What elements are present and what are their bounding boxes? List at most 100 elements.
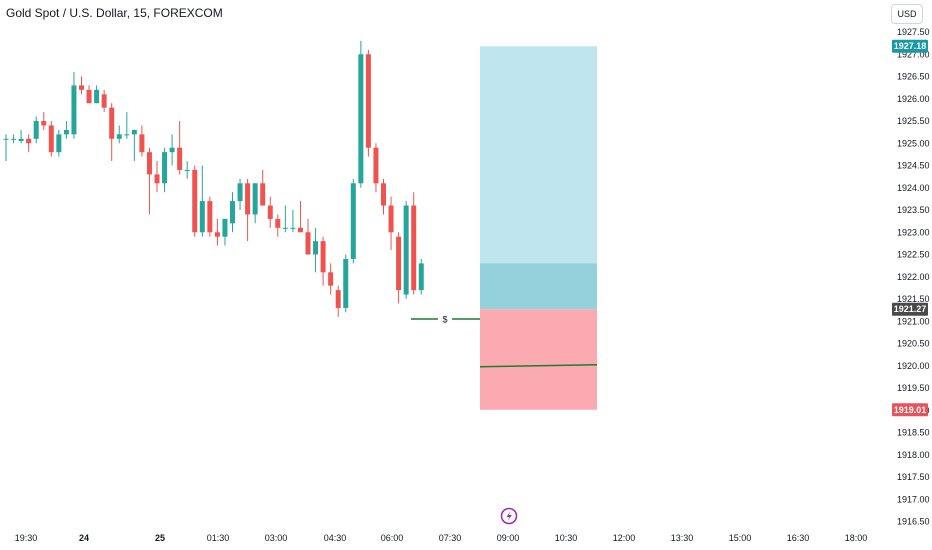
- candle: [177, 121, 183, 175]
- candle: [365, 49, 371, 157]
- candle-body: [313, 241, 319, 255]
- candle-body: [18, 138, 24, 142]
- stop-price-tag-bg: [892, 403, 928, 417]
- stop-zone-line: [479, 364, 598, 368]
- candle: [169, 134, 175, 166]
- x-tick-label: 24: [79, 533, 89, 543]
- candle: [358, 40, 364, 188]
- entry-marker[interactable]: $: [411, 315, 480, 325]
- candle: [350, 178, 356, 264]
- candle-body: [101, 94, 107, 108]
- candle: [154, 161, 160, 193]
- candle-body: [282, 227, 288, 229]
- lightning-icon-ring: [500, 507, 518, 525]
- x-tick-label: 04:30: [324, 533, 347, 543]
- candle-body: [154, 174, 160, 184]
- candle-body: [116, 134, 122, 139]
- y-tick-label: 1919.50: [897, 383, 930, 393]
- y-tick-label: 1918.00: [897, 450, 930, 460]
- candle-body: [381, 183, 386, 206]
- candle-body: [33, 121, 39, 139]
- candle-body: [146, 152, 152, 175]
- y-tick-label: 1926.50: [897, 72, 930, 82]
- candle: [207, 196, 213, 237]
- candle: [313, 227, 319, 273]
- candle: [71, 72, 77, 139]
- y-tick-label: 1923.50: [897, 205, 930, 215]
- current-price-tag: 1921.27: [892, 302, 928, 316]
- candle: [320, 236, 326, 286]
- candle: [335, 285, 341, 317]
- candle-body: [403, 205, 409, 295]
- price-axis[interactable]: 1927.50 1927.00 1926.50 1926.00 1925.50 1925.…: [897, 27, 930, 527]
- x-tick-label: 25: [155, 533, 165, 543]
- target-price-tag-bg: [892, 39, 928, 53]
- marker-label: $: [442, 315, 447, 325]
- candle-body: [252, 183, 258, 215]
- candle: [184, 161, 190, 179]
- y-tick-label: 1922.00: [897, 272, 930, 282]
- x-tick-label: 13:30: [671, 533, 694, 543]
- profit-zone-filled: [480, 263, 597, 310]
- y-tick-label: 1921.00: [897, 316, 930, 326]
- candle-body: [41, 121, 47, 126]
- candle-body: [267, 205, 273, 219]
- y-tick-label: 1918.50: [897, 428, 930, 438]
- candle: [343, 254, 349, 313]
- candles-layer: [3, 40, 424, 317]
- current-price-tag-value: 1921.27: [894, 304, 927, 314]
- target-price-tag-value: 1927.18: [894, 41, 927, 51]
- candle: [79, 76, 84, 95]
- candle-body: [169, 147, 175, 153]
- candle-body: [297, 227, 303, 233]
- lightning-icon[interactable]: [500, 507, 518, 525]
- x-tick-label: 15:00: [729, 533, 752, 543]
- candle-body: [131, 129, 137, 135]
- x-tick-label: 06:00: [381, 533, 404, 543]
- y-tick-label: 1924.50: [897, 161, 930, 171]
- loss-zone[interactable]: [480, 309, 597, 410]
- candle-body: [418, 263, 424, 291]
- x-tick-label: 09:00: [497, 533, 520, 543]
- y-tick-label: 1927.00: [897, 49, 930, 59]
- candle-body: [48, 125, 54, 153]
- candle-body: [184, 169, 190, 171]
- candle: [388, 196, 394, 251]
- candle: [146, 147, 152, 215]
- candle: [63, 121, 69, 139]
- chart-title: Gold Spot / U.S. Dollar, 15, FOREXCOM: [6, 6, 223, 20]
- candle: [199, 165, 205, 237]
- candle-body: [396, 236, 402, 291]
- candle: [116, 125, 122, 144]
- x-tick-label: 01:30: [207, 533, 230, 543]
- y-tick-label: 1917.50: [897, 472, 930, 482]
- currency-button[interactable]: USD: [891, 4, 923, 24]
- candle: [282, 205, 288, 233]
- candle: [26, 134, 32, 153]
- candle-body: [343, 258, 349, 308]
- candle: [3, 134, 9, 162]
- candle-body: [71, 85, 77, 135]
- candle-body: [109, 107, 115, 139]
- candle-body: [124, 134, 130, 136]
- y-tick-label: 1924.00: [897, 183, 930, 193]
- candle-body: [192, 169, 198, 233]
- candle-body: [358, 54, 364, 184]
- position-tool[interactable]: [479, 46, 598, 410]
- y-tick-label: 1922.50: [897, 250, 930, 260]
- candle: [245, 178, 251, 242]
- candle: [222, 218, 228, 246]
- y-tick-label: 1925.00: [897, 138, 930, 148]
- candle: [139, 125, 145, 157]
- candle: [131, 129, 137, 162]
- candle-body: [199, 201, 205, 233]
- candle: [41, 112, 47, 130]
- price-tags: 1927.18 1921.27 1919.01: [892, 39, 928, 417]
- lightning-icon-bolt: [506, 511, 512, 522]
- time-axis[interactable]: 19:30 24 25 01:30 03:00 04:30 06:00 07:30 09:00 1…: [15, 533, 868, 543]
- candle-body: [207, 201, 213, 233]
- candle-body: [275, 218, 281, 228]
- candle-body: [373, 147, 379, 184]
- candle: [275, 214, 281, 237]
